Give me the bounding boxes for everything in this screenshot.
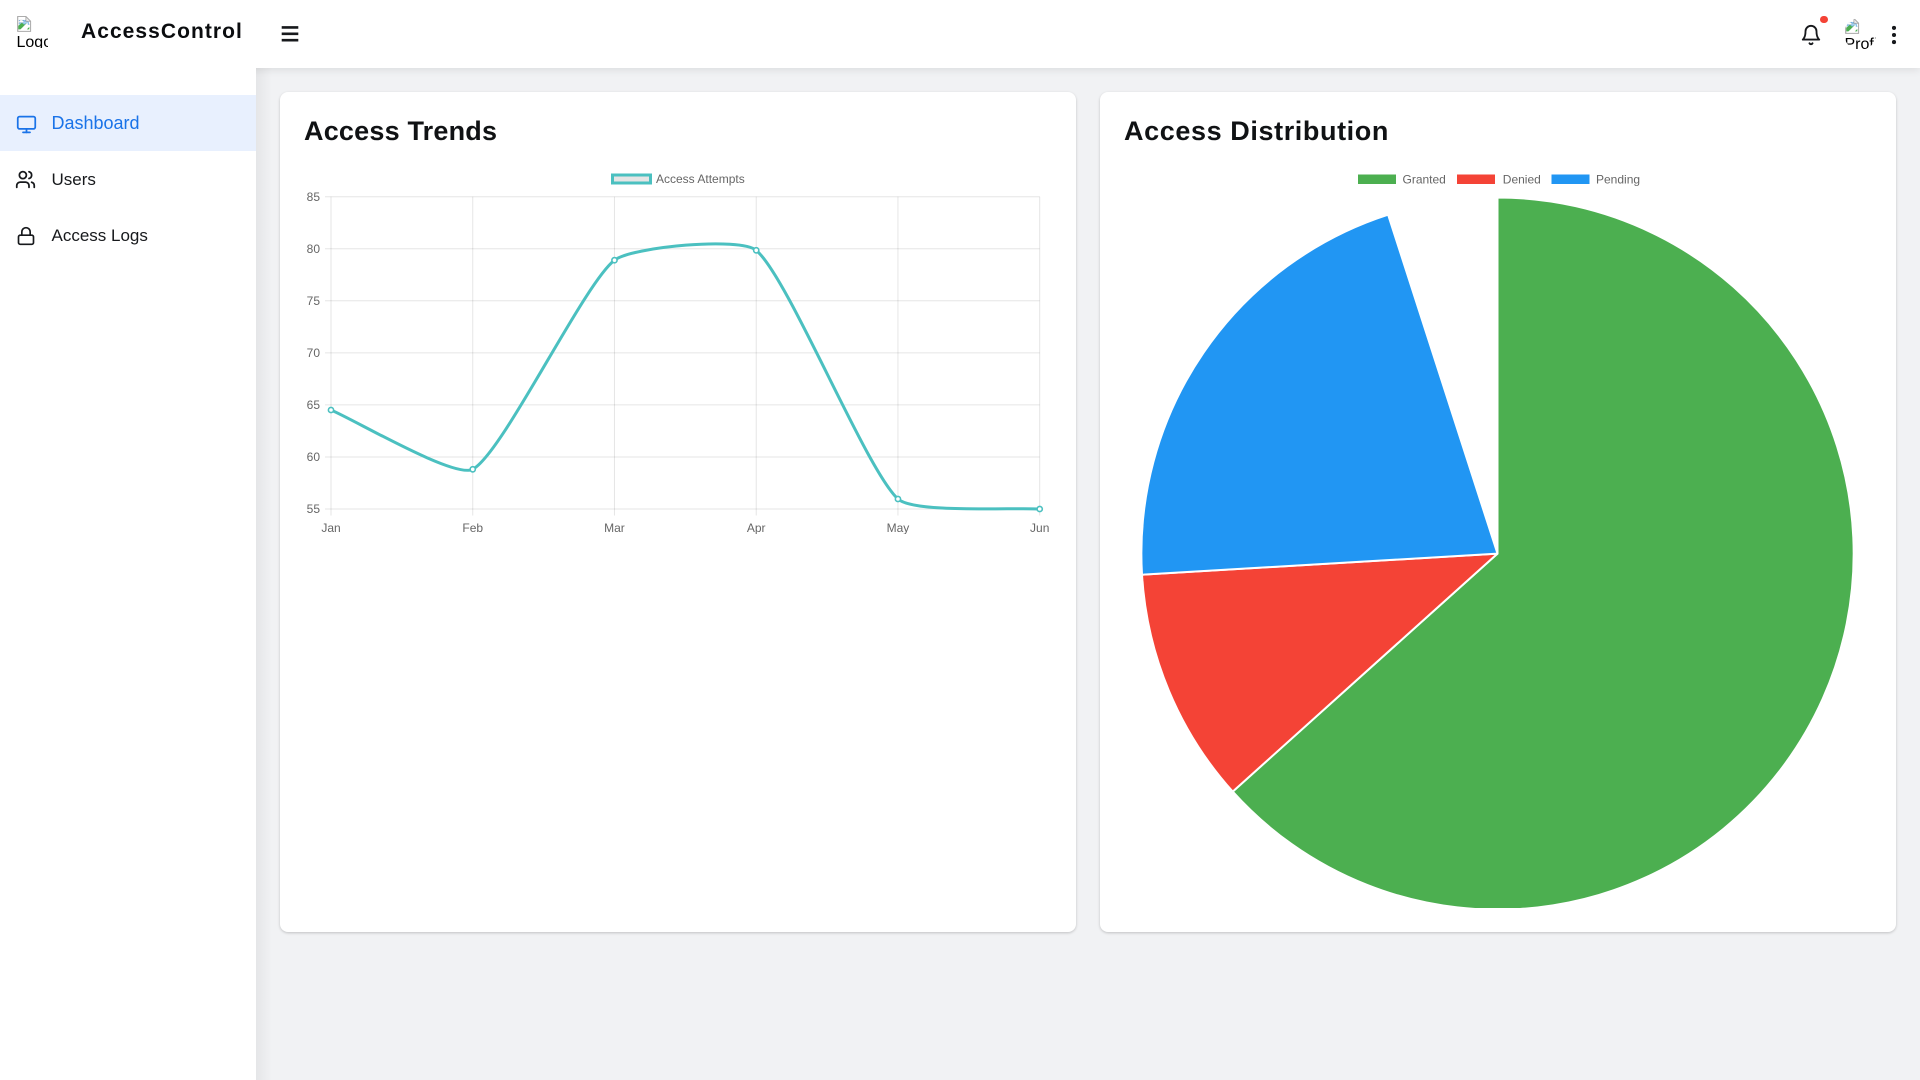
svg-text:Granted: Granted bbox=[1403, 173, 1446, 187]
svg-text:Apr: Apr bbox=[747, 521, 766, 534]
svg-text:Pending: Pending bbox=[1596, 173, 1640, 187]
svg-text:May: May bbox=[887, 521, 910, 534]
svg-text:75: 75 bbox=[307, 294, 321, 308]
svg-text:Denied: Denied bbox=[1503, 173, 1541, 187]
svg-text:Feb: Feb bbox=[462, 521, 483, 534]
svg-text:55: 55 bbox=[307, 502, 321, 516]
svg-text:Mar: Mar bbox=[604, 521, 625, 534]
svg-text:85: 85 bbox=[307, 190, 321, 204]
svg-text:60: 60 bbox=[307, 450, 321, 464]
svg-text:Jan: Jan bbox=[321, 521, 340, 534]
svg-text:65: 65 bbox=[307, 398, 321, 412]
svg-text:80: 80 bbox=[307, 242, 321, 256]
svg-text:Access Attempts: Access Attempts bbox=[656, 172, 745, 186]
svg-text:70: 70 bbox=[307, 346, 321, 360]
svg-text:Jun: Jun bbox=[1030, 521, 1049, 534]
